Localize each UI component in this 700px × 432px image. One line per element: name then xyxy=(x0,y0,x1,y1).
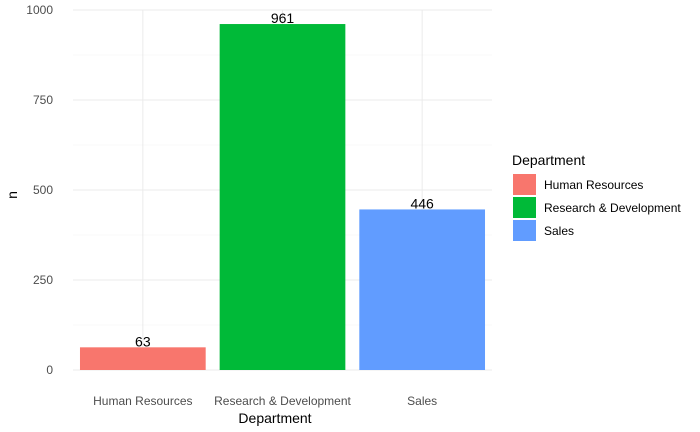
data-label: 446 xyxy=(410,195,434,211)
y-tick-label: 1000 xyxy=(26,3,53,17)
data-label: 961 xyxy=(271,10,295,26)
bar xyxy=(359,209,486,370)
x-tick-label: Human Resources xyxy=(93,394,192,408)
x-tick-label: Research & Development xyxy=(214,394,351,408)
legend-swatch xyxy=(513,197,536,218)
legend-label: Research & Development xyxy=(544,201,681,215)
legend-swatch xyxy=(513,174,536,195)
y-tick-label: 0 xyxy=(46,363,53,377)
bar xyxy=(79,347,206,370)
data-labels: 63 961 446 xyxy=(135,10,434,349)
x-tick-label: Sales xyxy=(407,394,437,408)
bars xyxy=(79,24,486,370)
y-axis-ticks: 0 250 500 750 1000 xyxy=(26,3,53,377)
bar xyxy=(219,24,346,370)
x-axis-title: Department xyxy=(238,410,311,426)
legend-title: Department xyxy=(512,152,585,168)
data-label: 63 xyxy=(135,333,151,349)
legend-swatch xyxy=(513,220,536,241)
legend-label: Sales xyxy=(544,224,574,238)
y-tick-label: 750 xyxy=(33,93,53,107)
legend: Department Human Resources Research & Dev… xyxy=(512,152,681,241)
y-axis-title: n xyxy=(4,191,20,199)
y-tick-label: 250 xyxy=(33,273,53,287)
legend-label: Human Resources xyxy=(544,178,643,192)
y-tick-label: 500 xyxy=(33,183,53,197)
x-axis-ticks: Human Resources Research & Development Sal… xyxy=(93,394,437,408)
